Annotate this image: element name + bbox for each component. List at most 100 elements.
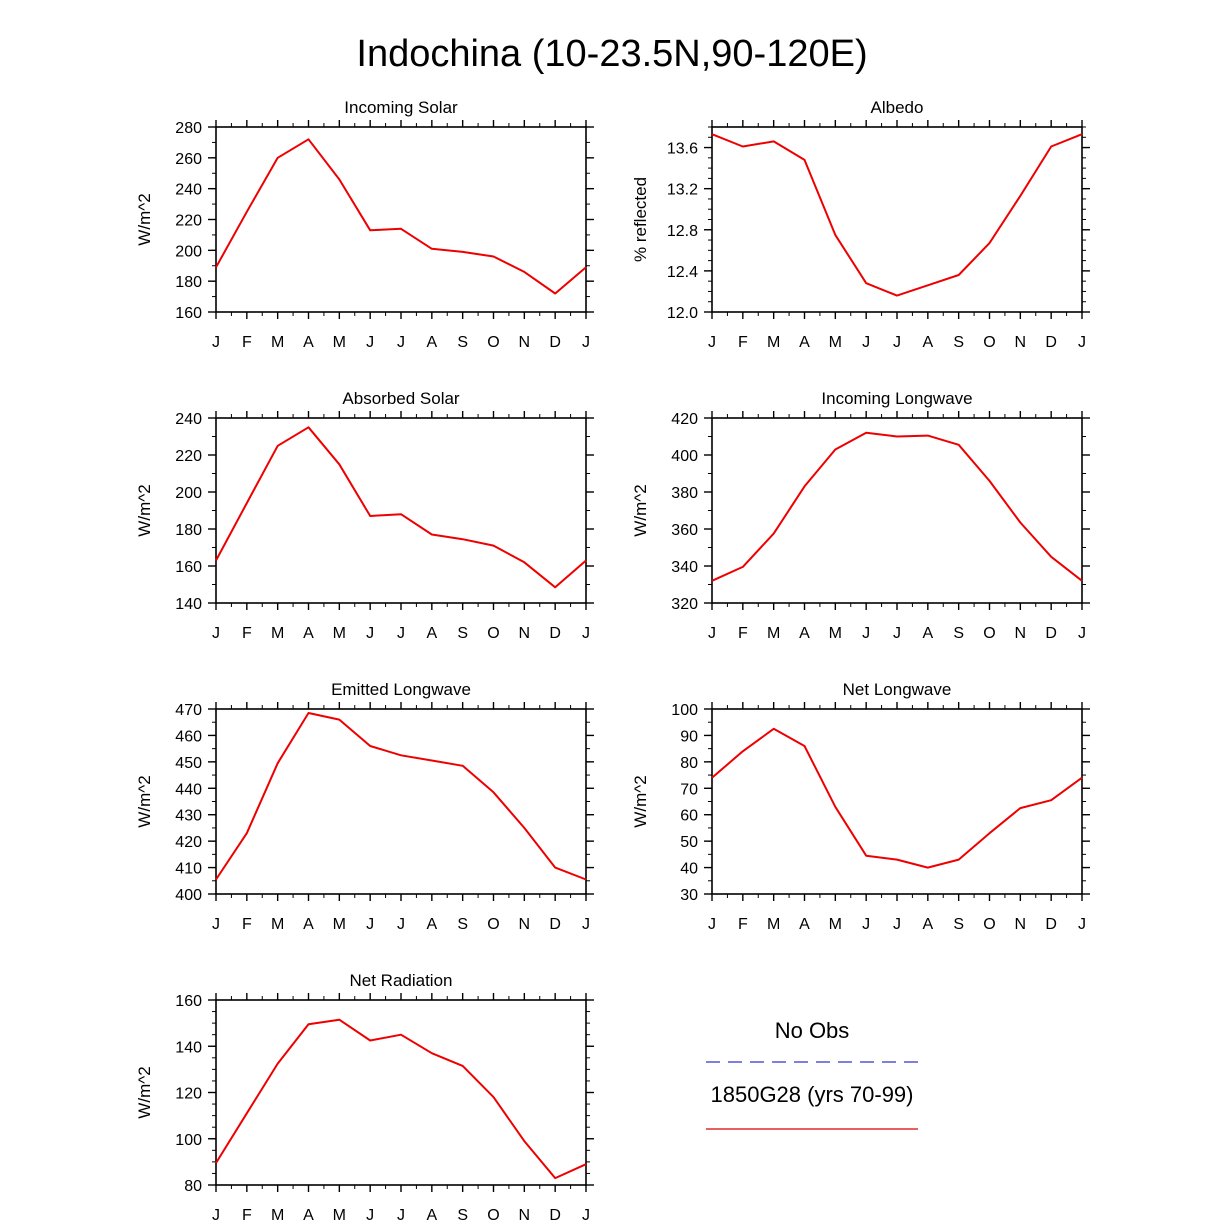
- x-tick-label: M: [333, 334, 346, 351]
- x-tick-label: D: [1045, 625, 1057, 642]
- chart-net-longwave: Net Longwave W/m^2 J F M A M J J A S O N D J 30 40 50 60 70…: [631, 680, 1090, 933]
- x-tick-label: O: [487, 625, 499, 642]
- x-tick-label: J: [212, 334, 220, 351]
- x-tick-label: M: [767, 625, 780, 642]
- x-tick-label: J: [1078, 625, 1086, 642]
- x-tick-label: M: [271, 625, 284, 642]
- x-tick-label: J: [862, 625, 870, 642]
- x-tick-label: O: [487, 1207, 499, 1222]
- x-tick-label: N: [1015, 916, 1027, 933]
- plot-frame: [711, 126, 1083, 313]
- panel-title: Incoming Longwave: [821, 389, 972, 408]
- x-tick-label: S: [953, 625, 964, 642]
- x-tick-label: J: [366, 916, 374, 933]
- series-line-net-longwave: [711, 727, 1083, 869]
- x-tick-label: A: [303, 1207, 314, 1222]
- series-line-emitted-longwave: [215, 712, 587, 881]
- x-tick-label: M: [829, 625, 842, 642]
- x-tick-label: J: [1078, 334, 1086, 351]
- x-tick-label: N: [1015, 334, 1027, 351]
- x-tick-label: J: [893, 334, 901, 351]
- x-tick-label: M: [271, 334, 284, 351]
- y-tick-label: 420: [175, 834, 202, 851]
- y-tick-label: 400: [671, 448, 698, 465]
- y-axis-label: W/m^2: [135, 193, 154, 245]
- x-tick-label: J: [582, 334, 590, 351]
- x-tick-label: M: [333, 916, 346, 933]
- x-tick-label: O: [983, 916, 995, 933]
- x-tick-label: J: [212, 1207, 220, 1222]
- x-tick-label: M: [829, 334, 842, 351]
- x-tick-label: D: [549, 916, 561, 933]
- x-tick-label: F: [738, 916, 748, 933]
- y-axis-label: W/m^2: [135, 1066, 154, 1118]
- x-tick-label: S: [457, 1207, 468, 1222]
- series-line-albedo: [711, 133, 1083, 297]
- plot-frame: [215, 708, 587, 895]
- x-tick-label: D: [549, 625, 561, 642]
- x-tick-label: A: [922, 334, 933, 351]
- plot-frame: [711, 708, 1083, 895]
- y-tick-label: 70: [680, 781, 698, 798]
- y-tick-label: 220: [175, 213, 202, 230]
- y-tick-label: 400: [175, 887, 202, 904]
- x-tick-label: D: [1045, 334, 1057, 351]
- x-tick-label: S: [953, 334, 964, 351]
- y-tick-label: 240: [175, 411, 202, 428]
- x-tick-label: O: [983, 625, 995, 642]
- y-tick-label: 220: [175, 448, 202, 465]
- chart-panels: Incoming Solar W/m^2 J F M A M J J A S O N D J 160 180 20…: [135, 98, 1090, 1222]
- y-tick-label: 30: [680, 887, 698, 904]
- x-tick-label: S: [457, 334, 468, 351]
- x-tick-label: J: [397, 916, 405, 933]
- x-tick-label: M: [271, 1207, 284, 1222]
- y-tick-label: 160: [175, 305, 202, 322]
- y-tick-label: 60: [680, 808, 698, 825]
- chart-absorbed-solar: Absorbed Solar W/m^2 J F M A M J J A S O N D J 140 160 18…: [135, 389, 594, 642]
- y-tick-label: 80: [680, 755, 698, 772]
- y-tick-label: 12.4: [667, 264, 698, 281]
- plot-frame: [711, 417, 1083, 604]
- x-tick-label: J: [582, 1207, 590, 1222]
- chart-incoming-longwave: Incoming Longwave W/m^2 J F M A M J J A S O N D J 320 34…: [631, 389, 1090, 642]
- x-tick-label: J: [708, 334, 716, 351]
- x-tick-label: F: [242, 1207, 252, 1222]
- x-tick-label: J: [397, 334, 405, 351]
- y-tick-label: 40: [680, 861, 698, 878]
- x-tick-label: M: [333, 1207, 346, 1222]
- x-tick-label: A: [799, 334, 810, 351]
- x-tick-label: A: [303, 625, 314, 642]
- y-tick-label: 240: [175, 182, 202, 199]
- y-tick-label: 100: [175, 1132, 202, 1149]
- x-tick-label: J: [862, 916, 870, 933]
- panel-title: Net Longwave: [843, 680, 952, 699]
- y-tick-label: 50: [680, 834, 698, 851]
- x-tick-label: M: [271, 916, 284, 933]
- x-tick-label: J: [212, 625, 220, 642]
- y-tick-label: 430: [175, 808, 202, 825]
- x-tick-label: J: [366, 334, 374, 351]
- x-tick-label: A: [426, 916, 437, 933]
- series-line-absorbed-solar: [215, 426, 587, 589]
- y-tick-label: 90: [680, 728, 698, 745]
- chart-albedo: Albedo % reflected J F M A M J J A S O N D J 12.0 12.4 12…: [631, 98, 1090, 351]
- x-tick-label: N: [519, 1207, 531, 1222]
- y-tick-label: 470: [175, 702, 202, 719]
- plot-frame: [215, 999, 587, 1186]
- y-axis-label: W/m^2: [135, 775, 154, 827]
- x-tick-label: D: [549, 334, 561, 351]
- y-tick-label: 180: [175, 274, 202, 291]
- y-tick-label: 140: [175, 596, 202, 613]
- chart-incoming-solar: Incoming Solar W/m^2 J F M A M J J A S O N D J 160 180 20…: [135, 98, 594, 351]
- plot-frame: [215, 126, 587, 313]
- x-tick-label: M: [829, 916, 842, 933]
- x-tick-label: A: [426, 625, 437, 642]
- x-tick-label: J: [893, 625, 901, 642]
- x-tick-label: O: [983, 334, 995, 351]
- chart-net-radiation: Net Radiation W/m^2 J F M A M J J A S O N D J 80 100 120 1…: [135, 971, 594, 1222]
- x-tick-label: J: [366, 625, 374, 642]
- x-tick-label: S: [457, 625, 468, 642]
- y-tick-label: 12.8: [667, 223, 698, 240]
- series-line-net-radiation: [215, 1018, 587, 1180]
